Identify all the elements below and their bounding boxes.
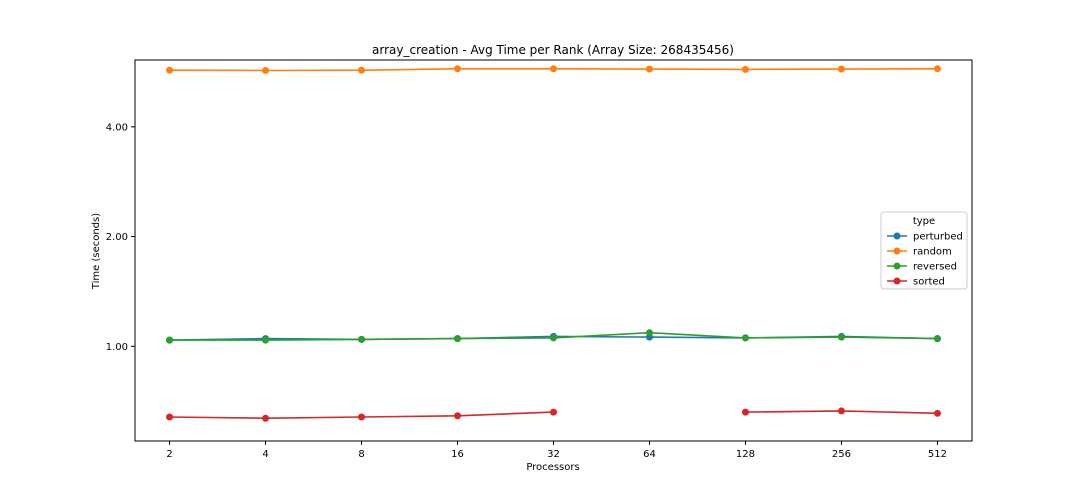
- data-point-random: [166, 66, 174, 74]
- series-random: [166, 65, 941, 74]
- x-tick-label: 128: [736, 449, 755, 460]
- legend-label: perturbed: [913, 232, 963, 243]
- x-tick-label: 512: [928, 449, 947, 460]
- series-reversed: [166, 329, 941, 344]
- data-point-reversed: [645, 329, 653, 337]
- data-point-random: [933, 65, 941, 73]
- y-tick-label: 4.00: [106, 122, 128, 133]
- legend-box: [880, 211, 968, 290]
- legend-label: random: [913, 247, 952, 258]
- data-point-reversed: [358, 335, 366, 343]
- legend-label: reversed: [913, 262, 957, 273]
- plot-area: [166, 65, 941, 422]
- legend-marker: [893, 247, 901, 255]
- x-tick-label: 4: [262, 449, 268, 460]
- data-point-random: [550, 65, 557, 73]
- legend-label: sorted: [913, 277, 945, 288]
- data-point-random: [741, 65, 749, 73]
- data-point-sorted: [550, 408, 557, 416]
- legend-item-sorted: sorted: [887, 277, 945, 288]
- data-point-reversed: [837, 333, 845, 341]
- data-point-sorted: [741, 408, 749, 416]
- data-point-reversed: [550, 334, 557, 342]
- data-point-reversed: [262, 336, 270, 344]
- data-point-reversed: [741, 334, 749, 342]
- data-point-sorted: [933, 409, 941, 417]
- series-sorted: [166, 407, 941, 422]
- chart-title: array_creation - Avg Time per Rank (Arra…: [372, 43, 734, 57]
- data-point-sorted: [454, 412, 462, 420]
- x-tick-label: 2: [166, 449, 172, 460]
- data-point-random: [262, 66, 270, 74]
- axes-frame: [134, 59, 973, 442]
- data-point-random: [358, 66, 366, 74]
- x-tick-label: 8: [358, 449, 364, 460]
- data-point-sorted: [358, 413, 366, 421]
- x-tick-label: 16: [451, 449, 464, 460]
- y-tick-label: 1.00: [106, 342, 128, 353]
- x-axis-label: Processors: [526, 462, 579, 473]
- data-point-sorted: [166, 413, 174, 421]
- x-axis: 2 4 8 16 32 64 128 256 512: [166, 441, 947, 460]
- data-point-reversed: [933, 335, 941, 343]
- legend-marker: [893, 232, 901, 240]
- data-point-random: [454, 65, 462, 73]
- data-point-random: [645, 65, 653, 73]
- data-point-random: [837, 65, 845, 73]
- legend-item-random: random: [887, 247, 952, 258]
- legend-marker: [893, 262, 901, 270]
- legend-title: type: [913, 216, 935, 227]
- data-point-reversed: [454, 335, 462, 343]
- y-axis-label: Time (seconds): [91, 213, 102, 290]
- data-point-sorted: [262, 414, 270, 422]
- y-tick-label: 2.00: [106, 232, 128, 243]
- x-tick-label: 64: [643, 449, 656, 460]
- data-point-reversed: [166, 336, 174, 344]
- data-point-sorted: [837, 407, 845, 415]
- y-axis: 1.00 2.00 4.00: [106, 122, 135, 353]
- legend-item-perturbed: perturbed: [887, 232, 963, 243]
- x-tick-label: 32: [547, 449, 560, 460]
- legend: type perturbed random reversed sorted: [880, 211, 968, 290]
- x-tick-label: 256: [832, 449, 851, 460]
- legend-marker: [893, 277, 901, 285]
- legend-item-reversed: reversed: [887, 262, 957, 273]
